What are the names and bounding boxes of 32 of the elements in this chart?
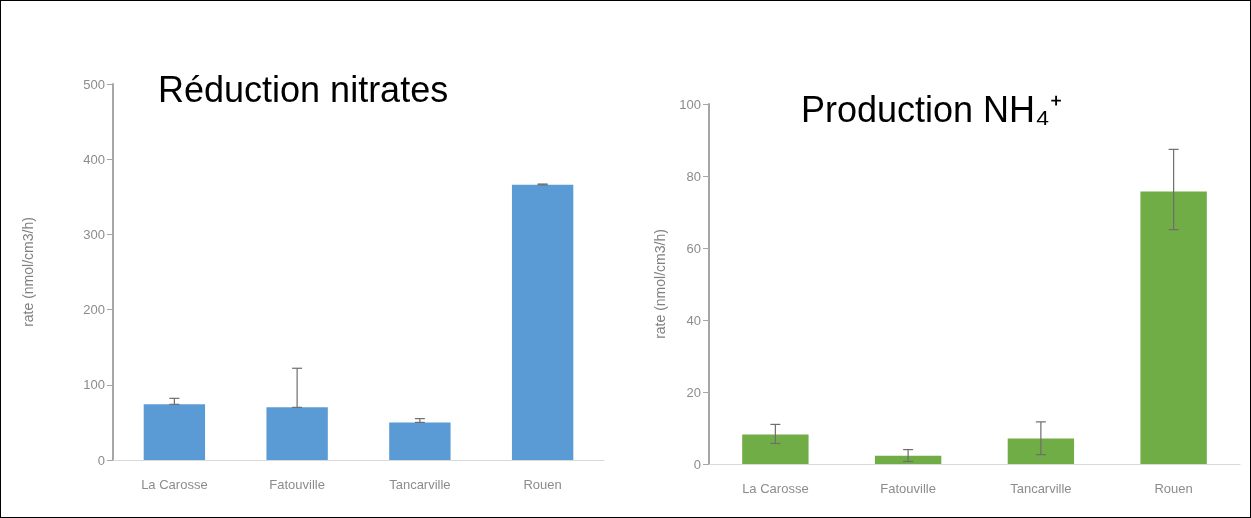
y-tick-label: 100 — [679, 96, 701, 112]
bar — [389, 422, 451, 460]
y-tick-label: 200 — [83, 302, 105, 318]
y-tick-label: 80 — [686, 168, 701, 184]
y-tick-label: 60 — [686, 240, 701, 256]
y-tick-label: 0 — [693, 456, 701, 472]
y-axis-title: rate (nmol/cm3/h) — [20, 217, 36, 327]
x-tick-label: Tancarville — [389, 477, 451, 492]
x-tick-label: Tancarville — [1010, 481, 1072, 496]
y-tick-label: 100 — [83, 377, 105, 393]
chart-title: Production NH₄⁺ — [801, 88, 1062, 130]
y-tick-label: 300 — [83, 226, 105, 242]
bar — [1007, 438, 1075, 464]
y-tick-label: 0 — [97, 452, 105, 468]
x-tick-label: Fatouville — [880, 481, 936, 496]
y-tick-label: 40 — [686, 312, 701, 328]
x-tick-label: Fatouville — [269, 477, 325, 492]
bar — [143, 404, 206, 460]
y-tick-label: 20 — [686, 384, 701, 400]
bar — [1140, 191, 1207, 464]
y-tick-label: 400 — [83, 151, 105, 167]
bar — [874, 455, 942, 464]
y-axis-title: rate (nmol/cm3/h) — [652, 229, 668, 339]
chart-title: Réduction nitrates — [158, 68, 449, 110]
bar — [511, 184, 574, 460]
y-tick-label: 500 — [83, 76, 105, 92]
bar — [742, 434, 809, 464]
x-tick-label: La Carosse — [742, 481, 809, 496]
x-tick-label: La Carosse — [141, 477, 208, 492]
x-tick-label: Rouen — [1154, 481, 1193, 496]
x-tick-label: Rouen — [523, 477, 562, 492]
bar — [266, 407, 328, 460]
